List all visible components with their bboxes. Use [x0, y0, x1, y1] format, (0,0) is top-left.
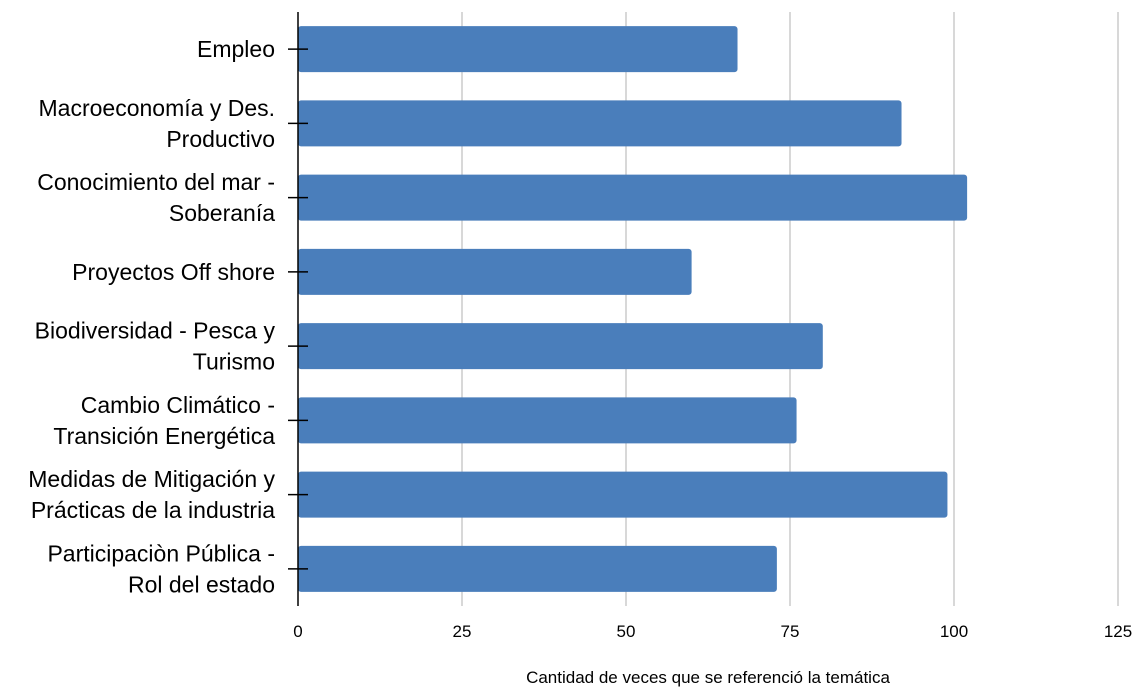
- category-label: Proyectos Off shore: [72, 259, 275, 285]
- category-label: Turismo: [193, 349, 275, 375]
- bar: [298, 248, 692, 295]
- category-label: Transición Energética: [53, 423, 275, 449]
- category-label: Empleo: [197, 36, 275, 62]
- x-tick-label: 75: [781, 622, 800, 641]
- category-label: Macroeconomía y Des.: [39, 95, 275, 121]
- x-tick-label: 50: [617, 622, 636, 641]
- category-label: Rol del estado: [128, 571, 275, 597]
- category-label: Conocimiento del mar -: [37, 169, 275, 195]
- bar: [298, 471, 948, 518]
- bar: [298, 174, 968, 221]
- bars: [298, 26, 968, 592]
- category-label: Cambio Climático -: [81, 392, 275, 418]
- axes: [288, 12, 308, 606]
- x-tick-label: 25: [453, 622, 472, 641]
- x-tick-label: 125: [1104, 622, 1132, 641]
- bar: [298, 100, 902, 147]
- category-label: Soberanía: [169, 200, 275, 226]
- x-axis-title: Cantidad de veces que se referenció la t…: [526, 668, 890, 687]
- category-label: Biodiversidad - Pesca y: [35, 318, 276, 344]
- x-tick-labels: 0 25 50 75 100 125: [293, 622, 1132, 641]
- category-label: Participaciòn Pública -: [47, 540, 275, 566]
- x-tick-label: 0: [293, 622, 302, 641]
- bar: [298, 323, 823, 370]
- bar: [298, 26, 738, 73]
- x-tick-label: 100: [940, 622, 968, 641]
- bar: [298, 397, 797, 444]
- category-label: Productivo: [166, 126, 275, 152]
- bar: [298, 545, 777, 592]
- category-label: Medidas de Mitigación y: [28, 466, 275, 492]
- category-label: Prácticas de la industria: [31, 497, 275, 523]
- category-labels: Empleo Macroeconomía y Des. Productivo Cono…: [28, 36, 275, 597]
